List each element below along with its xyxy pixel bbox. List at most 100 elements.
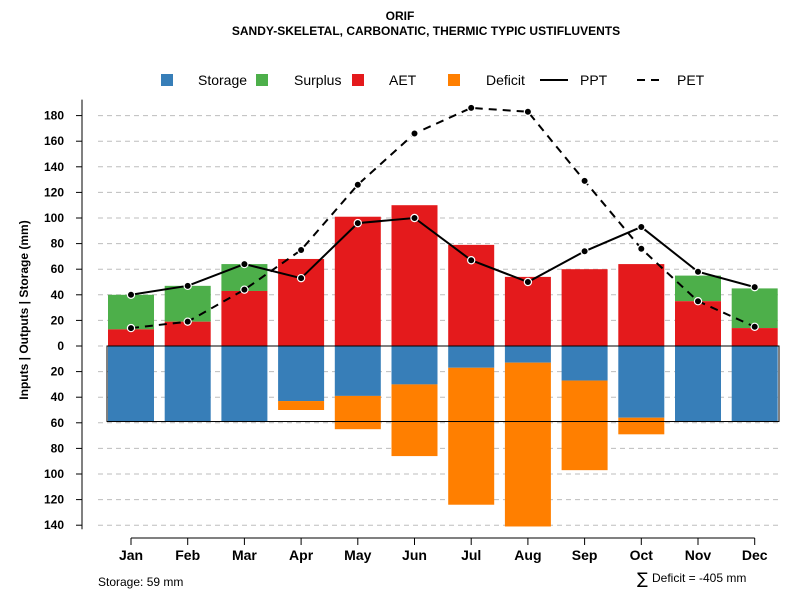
legend: Storage Surplus AET Deficit PPT PET: [161, 72, 705, 88]
chart-title: ORIF: [386, 9, 415, 23]
ppt-point: [410, 213, 419, 223]
legend-swatch-aet: [352, 74, 364, 86]
pet-point: [183, 317, 192, 326]
legend-label-deficit: Deficit: [486, 72, 525, 88]
y-tick-label: 100: [44, 211, 64, 225]
y-axis-label: Inputs | Outputs | Storage (mm): [17, 220, 31, 399]
legend-label-aet: AET: [389, 72, 417, 88]
x-tick-label: Jan: [119, 547, 143, 563]
storage-bar: [391, 346, 438, 385]
aet-bar: [504, 276, 551, 346]
ppt-point: [467, 256, 476, 265]
x-tick-label: Feb: [175, 547, 200, 563]
legend-label-storage: Storage: [198, 72, 247, 88]
aet-bar: [221, 290, 268, 346]
storage-bar: [731, 346, 778, 422]
ppt-line: [130, 216, 755, 296]
storage-bar: [278, 346, 325, 402]
pet-point: [750, 322, 759, 331]
pet-point: [296, 245, 306, 255]
aet-bar: [618, 264, 665, 346]
ppt-point: [750, 282, 759, 292]
y-tick-label: 40: [51, 390, 65, 404]
deficit-bar: [561, 380, 608, 471]
x-tick-label: Jun: [402, 547, 427, 563]
bars: [106, 205, 780, 527]
y-tick-label: 160: [44, 134, 64, 148]
aet-bar: [731, 328, 778, 346]
ppt-point: [523, 277, 533, 287]
x-tick-label: Aug: [514, 547, 541, 563]
ppt-point: [240, 259, 249, 269]
gridlines: [98, 115, 780, 526]
storage-bar: [108, 346, 154, 422]
lines: [126, 103, 759, 333]
surplus-bar: [164, 285, 211, 322]
pet-point: [523, 107, 533, 116]
pet-point: [240, 285, 249, 294]
ppt-point: [693, 267, 703, 276]
aet-bar: [278, 258, 325, 346]
storage-bar: [164, 346, 211, 422]
storage-bar: [504, 346, 551, 363]
y-tick-label: 120: [44, 185, 64, 199]
surplus-bar: [108, 294, 154, 330]
y-tick-label: 0: [57, 339, 64, 353]
pet-point: [637, 244, 646, 253]
pet-point: [580, 176, 589, 186]
x-tick-label: Sep: [572, 547, 598, 563]
y-tick-label: 80: [51, 237, 65, 251]
x-tick-label: Dec: [742, 547, 768, 563]
legend-swatch-surplus: [256, 74, 268, 86]
y-tick-label: 80: [51, 441, 65, 455]
storage-bar: [221, 346, 268, 422]
ppt-point: [183, 281, 192, 291]
x-tick-label: Apr: [289, 547, 314, 563]
deficit-bar: [504, 362, 551, 527]
ppt-point: [580, 247, 589, 256]
deficit-bar: [334, 395, 381, 430]
x-tick-label: Oct: [630, 547, 654, 563]
storage-capacity-box: [106, 345, 780, 423]
aet-bar: [334, 216, 381, 346]
y-tick-label: 60: [51, 416, 65, 430]
aet-bar: [391, 205, 438, 346]
deficit-bar: [448, 367, 495, 505]
ppt-point: [637, 222, 646, 232]
deficit-footnote: Deficit = -405 mm: [652, 571, 746, 585]
storage-bar: [334, 346, 381, 396]
legend-label-ppt: PPT: [580, 72, 608, 88]
aet-bar: [561, 269, 608, 346]
surplus-bar: [731, 288, 778, 329]
legend-swatch-deficit: [448, 74, 460, 86]
chart-subtitle: SANDY-SKELETAL, CARBONATIC, THERMIC TYPI…: [232, 24, 620, 38]
pet-point: [353, 180, 362, 189]
y-tick-label: 40: [51, 288, 65, 302]
y-tick-label: 100: [44, 467, 64, 481]
y-tick-label: 180: [44, 109, 64, 123]
pet-point: [410, 129, 419, 138]
y-tick-label: 120: [44, 493, 64, 507]
legend-label-surplus: Surplus: [294, 72, 341, 88]
deficit-bar: [278, 401, 325, 410]
axes: 0 20 40 60 80 100 120 140 160 180 20 40 60 80 100 120 14…: [44, 99, 768, 563]
ppt-point: [296, 273, 306, 283]
storage-bar: [675, 346, 721, 422]
legend-label-pet: PET: [677, 72, 705, 88]
y-tick-label: 20: [51, 365, 65, 379]
x-tick-label: May: [344, 547, 371, 563]
surplus-bar: [675, 275, 721, 302]
aet-bar: [108, 329, 154, 346]
deficit-bar: [618, 417, 665, 435]
y-tick-label: 60: [51, 262, 65, 276]
storage-footnote: Storage: 59 mm: [98, 575, 183, 589]
sigma-symbol: ∑: [637, 569, 648, 588]
pet-line: [130, 106, 756, 330]
x-tick-label: Nov: [685, 547, 712, 563]
storage-bar: [561, 346, 608, 381]
x-tick-label: Jul: [461, 547, 481, 563]
pet-point: [467, 103, 476, 113]
deficit-bar: [391, 384, 438, 457]
y-tick-label: 20: [51, 313, 65, 327]
